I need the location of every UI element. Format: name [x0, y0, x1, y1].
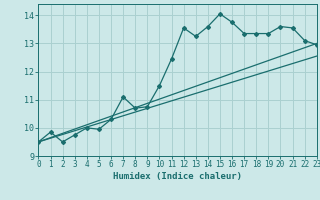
- X-axis label: Humidex (Indice chaleur): Humidex (Indice chaleur): [113, 172, 242, 181]
